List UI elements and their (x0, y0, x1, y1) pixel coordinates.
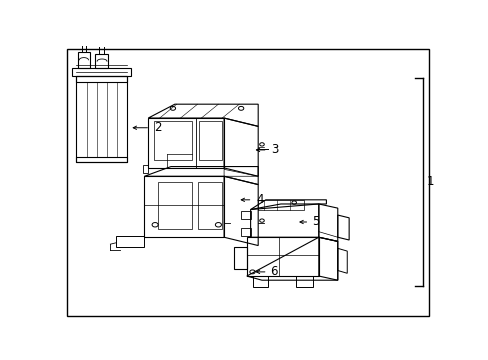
Text: 5: 5 (311, 216, 319, 229)
Text: 6: 6 (270, 265, 277, 278)
Text: 3: 3 (271, 143, 278, 157)
Text: 1: 1 (426, 175, 433, 188)
Text: 4: 4 (256, 193, 263, 206)
Text: 2: 2 (154, 121, 161, 134)
